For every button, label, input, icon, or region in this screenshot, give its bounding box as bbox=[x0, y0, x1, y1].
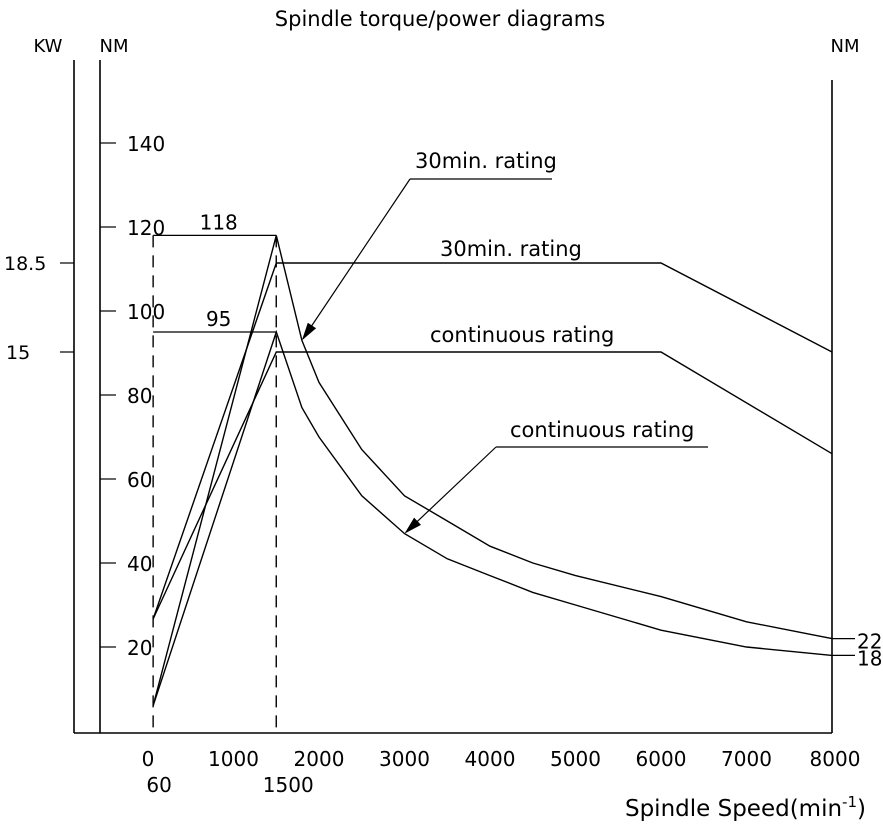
peak-label: 95 bbox=[206, 307, 231, 331]
callout-label: 30min. rating bbox=[440, 237, 582, 261]
callout-leader bbox=[405, 446, 497, 533]
nm-tick-label: 100 bbox=[127, 300, 165, 324]
series-line-0 bbox=[152, 235, 833, 706]
x-tick-label: 2000 bbox=[294, 747, 345, 771]
end-value-label: 22 bbox=[857, 630, 882, 654]
x-axis-label: Spindle Speed(min-1) bbox=[625, 793, 866, 822]
nm-tick-label: 40 bbox=[127, 552, 152, 576]
labels: Spindle torque/power diagrams KW NM NM 20 40 6… bbox=[4, 7, 882, 822]
nm-axis-unit: NM bbox=[100, 36, 129, 57]
x-tick-label: 5000 bbox=[550, 747, 601, 771]
chart-title: Spindle torque/power diagrams bbox=[275, 7, 605, 31]
series-line-2 bbox=[152, 262, 833, 620]
x-tick-label: 1000 bbox=[208, 747, 259, 771]
kw-axis-unit: KW bbox=[34, 36, 63, 57]
peak-label: 118 bbox=[200, 210, 238, 234]
axes bbox=[60, 60, 855, 734]
x-tick-label: 7000 bbox=[721, 747, 772, 771]
nm-tick-label: 60 bbox=[127, 468, 152, 492]
end-value-label: 18 bbox=[857, 646, 882, 670]
series-curves bbox=[152, 235, 833, 707]
callout-arrowhead bbox=[301, 322, 317, 341]
x-tick-label: 4000 bbox=[465, 747, 516, 771]
x-tick-label-special: 60 bbox=[146, 773, 171, 797]
nm-tick-label: 140 bbox=[127, 132, 165, 156]
series-line-1 bbox=[152, 329, 833, 707]
x-tick-label-special: 1500 bbox=[263, 773, 314, 797]
callout-label: continuous rating bbox=[430, 323, 614, 347]
nm-tick-label: 120 bbox=[127, 216, 165, 240]
right-nm-axis-unit: NM bbox=[831, 36, 860, 57]
kw-tick-label: 15 bbox=[6, 342, 30, 364]
x-tick-label: 0 bbox=[142, 747, 155, 771]
x-tick-label: 6000 bbox=[636, 747, 687, 771]
callout-label: 30min. rating bbox=[415, 149, 557, 173]
callout-arrowhead bbox=[404, 517, 421, 534]
x-tick-label: 8000 bbox=[810, 747, 861, 771]
nm-tick-label: 20 bbox=[127, 636, 152, 660]
x-tick-label: 3000 bbox=[379, 747, 430, 771]
callout-leader bbox=[302, 178, 411, 340]
x-axis-label-sup: -1 bbox=[842, 793, 857, 811]
series-line-3 bbox=[152, 351, 833, 620]
kw-tick-label: 18.5 bbox=[4, 253, 46, 275]
nm-tick-label: 80 bbox=[127, 384, 152, 408]
callout-label: continuous rating bbox=[510, 418, 694, 442]
x-axis-label-close: ) bbox=[857, 796, 866, 822]
